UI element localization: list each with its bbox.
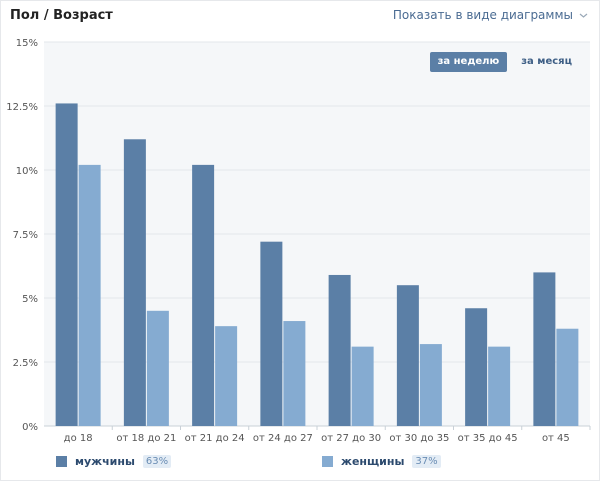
bar-men bbox=[533, 272, 556, 426]
bar-women bbox=[215, 326, 238, 426]
bar-men bbox=[192, 164, 215, 426]
y-tick-label: 7.5% bbox=[13, 230, 38, 241]
bar-women bbox=[556, 328, 579, 426]
period-month-button[interactable]: за месяц bbox=[521, 56, 572, 67]
legend-item-men[interactable]: мужчины 63% bbox=[56, 455, 172, 468]
legend-swatch-women bbox=[322, 456, 333, 467]
view-toggle-dropdown[interactable]: Показать в виде диаграммы bbox=[393, 8, 588, 22]
period-week-button[interactable]: за неделю bbox=[429, 52, 508, 72]
legend-item-women[interactable]: женщины 37% bbox=[322, 455, 441, 468]
legend-label-women: женщины bbox=[341, 455, 405, 468]
chart-legend: мужчины 63% женщины 37% bbox=[0, 455, 600, 473]
bar-men bbox=[123, 139, 146, 426]
bar-women bbox=[488, 346, 511, 426]
legend-swatch-men bbox=[56, 456, 67, 467]
legend-label-men: мужчины bbox=[75, 455, 135, 468]
bar-women bbox=[419, 344, 442, 426]
x-tick-label: от 30 до 35 bbox=[389, 433, 449, 444]
y-tick-label: 15% bbox=[16, 38, 38, 49]
page-title: Пол / Возраст bbox=[10, 8, 113, 23]
y-tick-label: 12.5% bbox=[6, 102, 38, 113]
y-tick-label: 0% bbox=[22, 422, 38, 433]
x-tick-label: от 35 до 45 bbox=[458, 433, 518, 444]
x-tick-label: от 27 до 30 bbox=[321, 433, 381, 444]
y-tick-label: 5% bbox=[22, 294, 38, 305]
bar-women bbox=[78, 164, 101, 426]
bar-women bbox=[146, 310, 169, 426]
bar-men bbox=[328, 274, 351, 426]
bar-men bbox=[396, 285, 419, 426]
chevron-down-icon bbox=[579, 13, 588, 18]
x-tick-label: от 21 до 24 bbox=[185, 433, 245, 444]
legend-pct-men: 63% bbox=[142, 455, 172, 468]
x-tick-label: от 45 bbox=[542, 433, 570, 444]
period-toggle: за неделю за месяц bbox=[429, 52, 580, 72]
x-tick-label: от 24 до 27 bbox=[253, 433, 313, 444]
x-tick-label: до 18 bbox=[64, 433, 93, 444]
bar-men bbox=[260, 241, 283, 426]
legend-pct-women: 37% bbox=[412, 455, 441, 468]
view-toggle-label: Показать в виде диаграммы bbox=[392, 8, 573, 22]
bar-men bbox=[55, 103, 78, 426]
bar-men bbox=[465, 308, 488, 426]
y-tick-label: 10% bbox=[16, 166, 38, 177]
bar-women bbox=[351, 346, 374, 426]
x-tick-label: от 18 до 21 bbox=[116, 433, 176, 444]
bar-women bbox=[283, 321, 306, 426]
y-tick-label: 2.5% bbox=[13, 358, 38, 369]
